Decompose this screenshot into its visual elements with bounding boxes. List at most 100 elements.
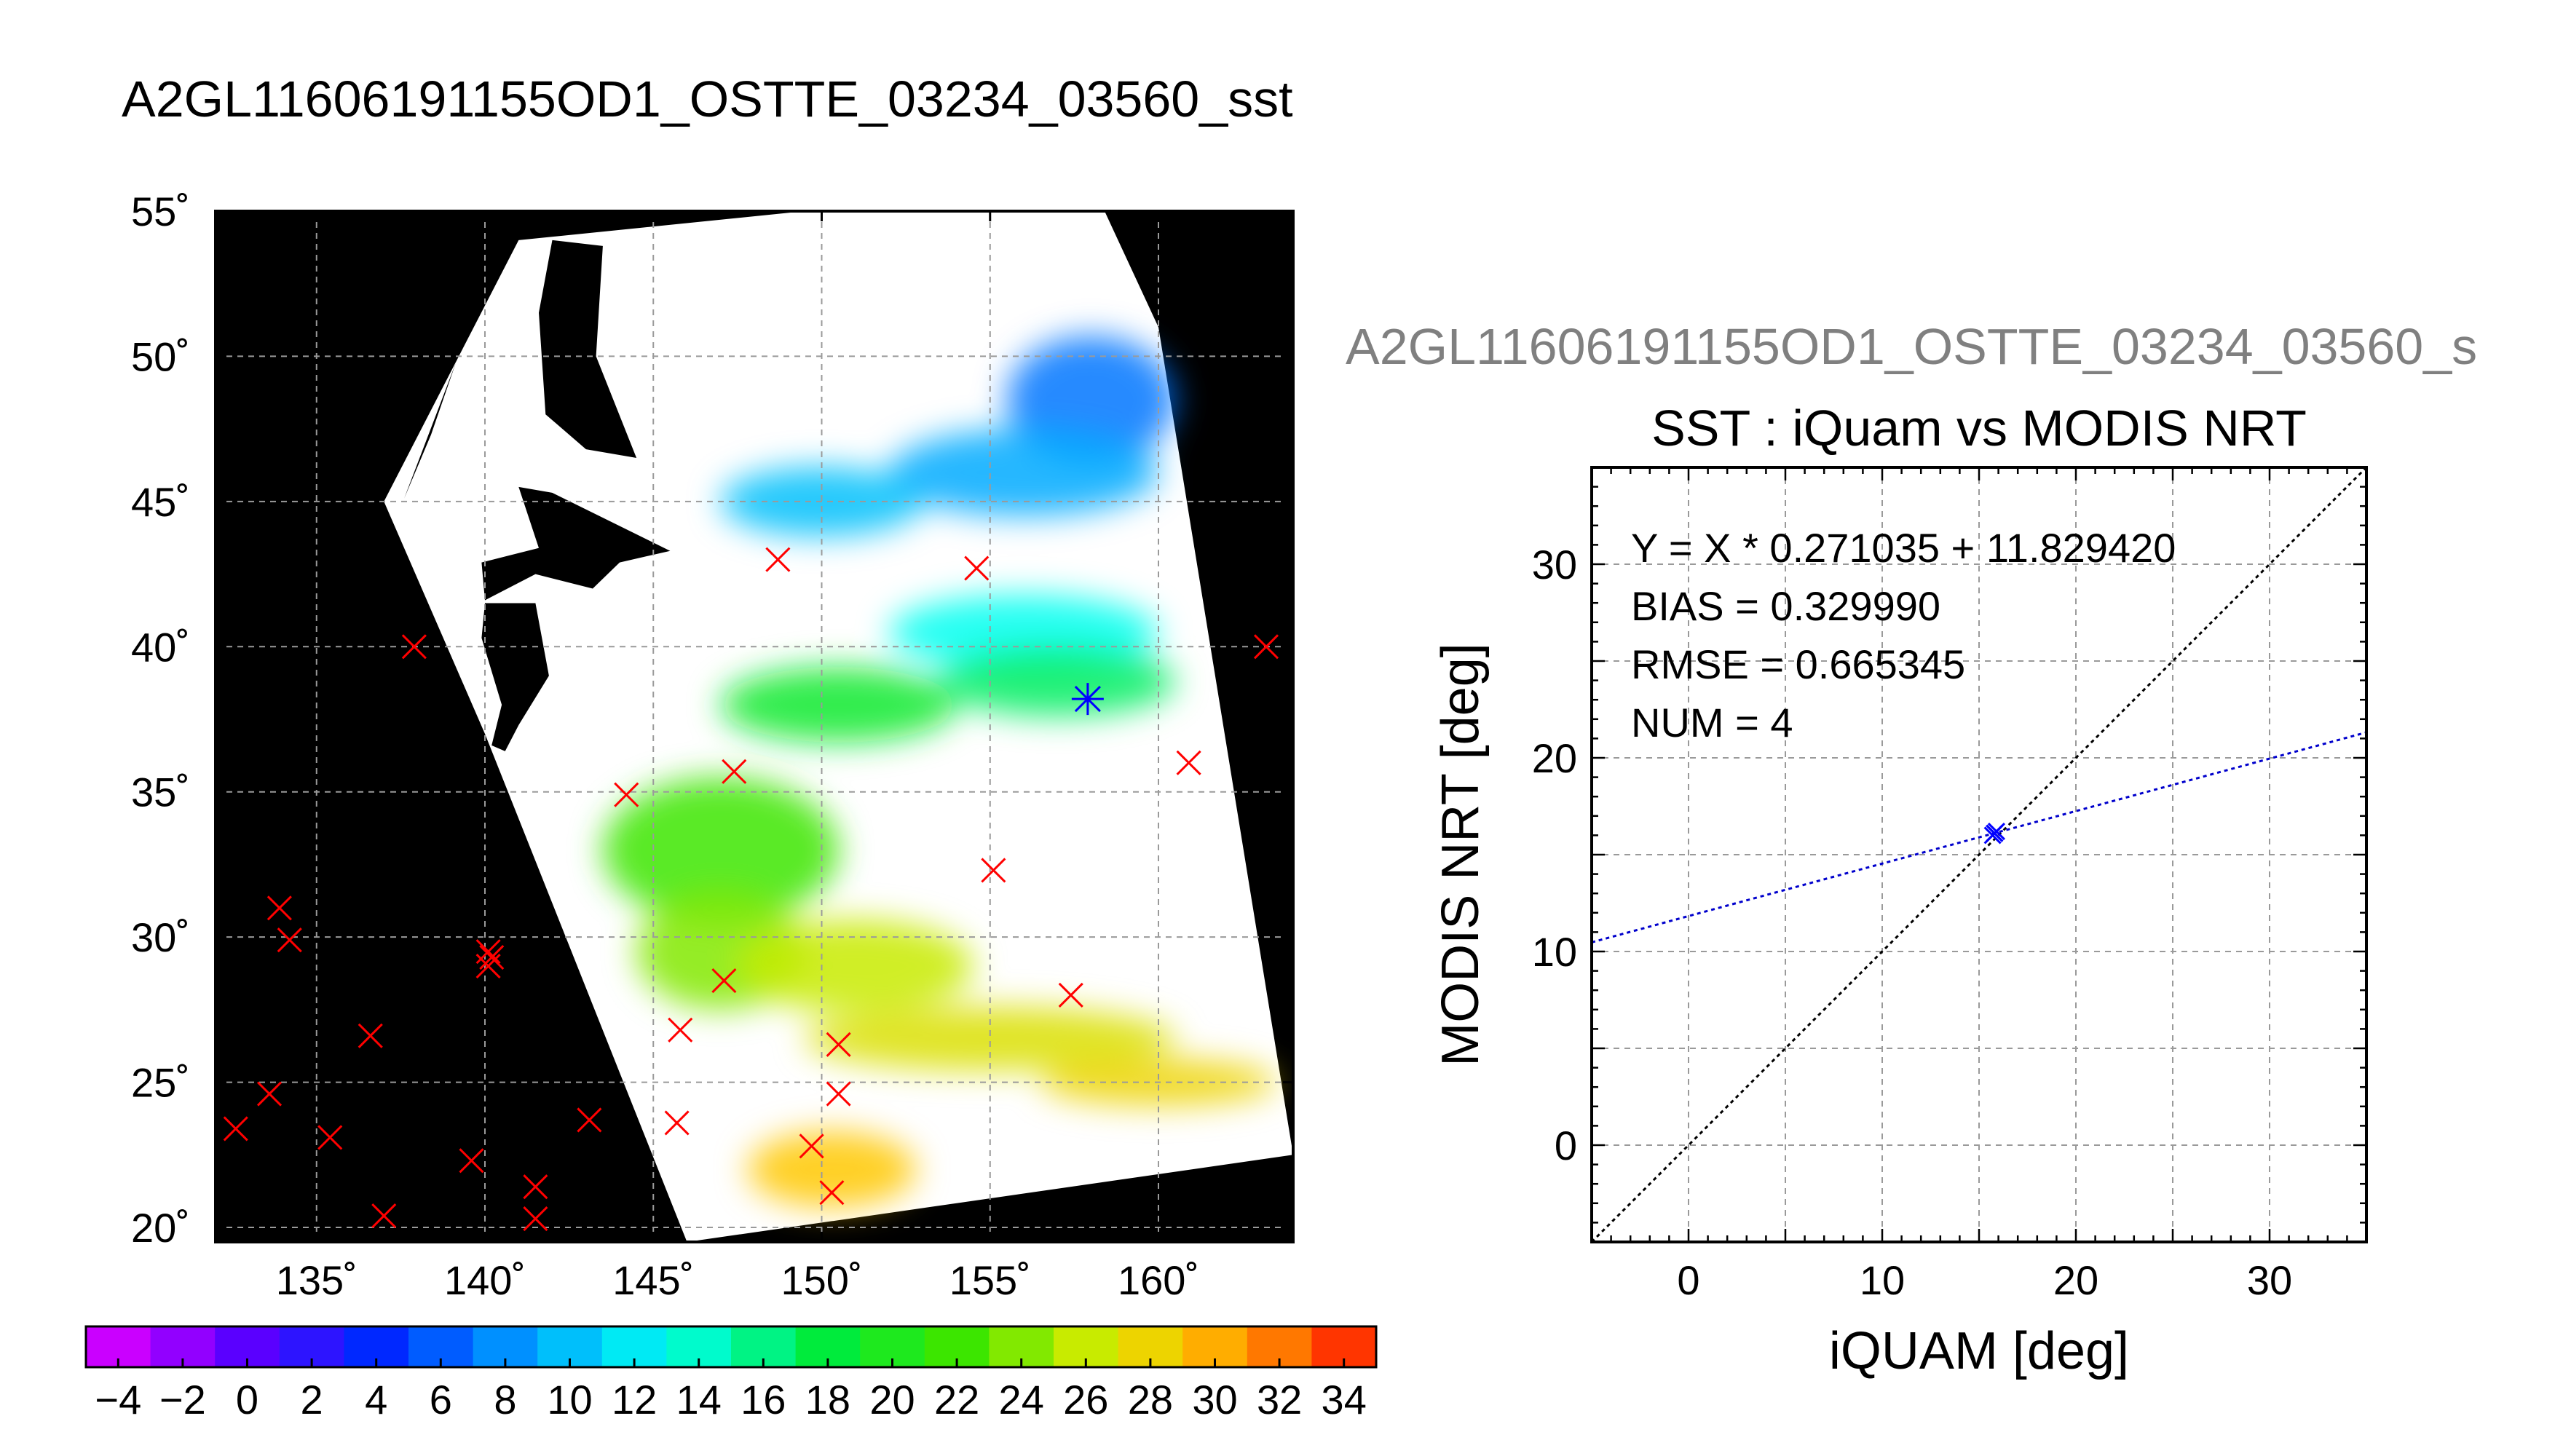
match-point: [256, 1081, 283, 1107]
match-point: [371, 1203, 397, 1229]
colorbar-tick-label: 8: [494, 1377, 516, 1423]
colorbar-tick-label: 6: [430, 1377, 452, 1423]
scatter-x-tick-label: 0: [1677, 1257, 1699, 1303]
colorbar-tick-label: 30: [1192, 1377, 1237, 1423]
match-point: [711, 968, 737, 994]
match-point: [964, 555, 990, 581]
colorbar-tick-label: 34: [1322, 1377, 1367, 1423]
match-point: [826, 1032, 851, 1057]
match-point: [722, 759, 747, 784]
map-x-axis: 135˚ 140˚ 145˚ 150˚ 155˚ 160˚: [276, 211, 1199, 1303]
colorbar-tick-label: −4: [95, 1377, 141, 1423]
match-point: [1176, 750, 1201, 775]
sst-patch: [602, 777, 839, 923]
match-point: [799, 1133, 824, 1159]
colorbar-tick-label: −2: [159, 1377, 206, 1423]
scatter-y-tick-label: 30: [1532, 542, 1577, 587]
colorbar-tick-label: 4: [365, 1377, 387, 1423]
match-point: [523, 1174, 548, 1200]
map-x-tick-label: 140˚: [444, 1257, 526, 1303]
fit-line: [1592, 731, 2366, 943]
map-y-tick-label: 45˚: [131, 479, 190, 525]
land-honshu: [481, 603, 549, 751]
map-x-tick-label: 150˚: [781, 1257, 862, 1303]
map-y-tick-label: 40˚: [131, 624, 190, 670]
land-mask: [404, 234, 671, 751]
match-points: [223, 547, 1279, 1232]
match-point: [523, 1206, 548, 1232]
match-point: [577, 1107, 602, 1133]
map-frame: [214, 210, 1295, 1243]
match-point: [401, 634, 427, 660]
scatter-points: [1983, 823, 2006, 844]
match-point: [317, 1125, 343, 1150]
scatter-axes: 0 10 20 30 0 10 20 30: [1532, 466, 2368, 1303]
colorbar-segments: [86, 1326, 1377, 1367]
match-point: [459, 1148, 484, 1174]
scatter-x-tick-label: 10: [1860, 1257, 1905, 1303]
rmse-value: RMSE = 0.665345: [1631, 641, 1965, 687]
map-x-tick-label: 135˚: [276, 1257, 358, 1303]
sst-patch: [737, 919, 974, 1013]
land-sakhalin: [539, 240, 637, 458]
scatter-panel: SST : iQuam vs MODIS NRT 0 10 20 300102030 …: [1431, 400, 2368, 1380]
highlight-point: [1071, 683, 1104, 716]
map-y-tick-label: 50˚: [131, 333, 190, 379]
match-point: [668, 1017, 693, 1042]
sst-patch: [747, 1131, 916, 1208]
colorbar-tick-label: 2: [301, 1377, 323, 1423]
num-value: NUM = 4: [1631, 700, 1793, 745]
map-x-tick-label: 155˚: [949, 1257, 1031, 1303]
match-point: [765, 547, 791, 572]
map-x-tick-label: 160˚: [1118, 1257, 1199, 1303]
stats-annotations: Y = X * 0.271035 + 11.829420 BIAS = 0.32…: [1631, 525, 2176, 745]
match-point: [1058, 982, 1083, 1008]
map-y-tick-label: 25˚: [131, 1060, 190, 1106]
land-hokkaido: [481, 486, 671, 601]
secondary-title: A2GL11606191155OD1_OSTTE_03234_03560_s: [1346, 318, 2477, 375]
map-y-tick-label: 55˚: [131, 189, 190, 234]
identity-line: [1592, 467, 2366, 1242]
map-x-tick-label: 145˚: [612, 1257, 694, 1303]
colorbar-tick-label: 28: [1128, 1377, 1173, 1423]
map-y-tick-label: 20˚: [131, 1205, 190, 1251]
map-y-tick-label: 30˚: [131, 914, 190, 960]
bias-value: BIAS = 0.329990: [1631, 583, 1940, 629]
match-point: [475, 954, 501, 979]
scatter-x-tick-label: 30: [2247, 1257, 2292, 1303]
match-point: [358, 1023, 383, 1048]
colorbar-tick-label: 0: [236, 1377, 258, 1423]
sst-patch: [805, 1006, 1176, 1071]
match-point: [614, 782, 639, 807]
fit-equation: Y = X * 0.271035 + 11.829420: [1631, 525, 2176, 571]
scatter-y-tick-label: 0: [1555, 1123, 1577, 1168]
colorbar-tick-label: 26: [1063, 1377, 1108, 1423]
sst-patch: [720, 667, 957, 743]
scatter-x-label: iQUAM [deg]: [1829, 1322, 2129, 1380]
match-point: [223, 1116, 248, 1142]
colorbar-ticks: −4 −2 0 2 4 6 8 10 12 14 16 18 20 22 24 26 28 30 32 34: [95, 1358, 1367, 1423]
scatter-y-tick-label: 10: [1532, 929, 1577, 975]
match-point: [981, 858, 1006, 883]
colorbar: −4 −2 0 2 4 6 8 10 12 14 16 18 20 22 24 26 28 30 32 34: [84, 1325, 1378, 1423]
map-panel: 135˚ 140˚ 145˚ 150˚ 155˚ 160˚ 20˚ 25˚ 30˚ 35˚ 40˚…: [131, 189, 1295, 1303]
sst-patch: [889, 429, 1158, 516]
match-point: [664, 1110, 690, 1136]
colorbar-tick-label: 32: [1257, 1377, 1302, 1423]
match-point: [479, 945, 505, 970]
main-title: A2GL11606191155OD1_OSTTE_03234_03560_sst: [122, 71, 1293, 127]
match-point: [826, 1081, 851, 1107]
colorbar-tick-label: 20: [869, 1377, 915, 1423]
sst-patch: [939, 646, 1176, 717]
colorbar-tick-label: 22: [934, 1377, 979, 1423]
map-y-tick-label: 35˚: [131, 769, 190, 815]
scatter-x-tick-label: 20: [2053, 1257, 2098, 1303]
colorbar-frame: [84, 1325, 1378, 1369]
colorbar-tick-label: 10: [547, 1377, 592, 1423]
scatter-y-label: MODIS NRT [deg]: [1431, 643, 1490, 1067]
match-point: [1253, 634, 1279, 660]
map-y-axis: 20˚ 25˚ 30˚ 35˚ 40˚ 45˚ 50˚ 55˚: [131, 189, 1293, 1251]
colorbar-tick-label: 14: [676, 1377, 722, 1423]
scatter-point: [1986, 824, 2004, 842]
